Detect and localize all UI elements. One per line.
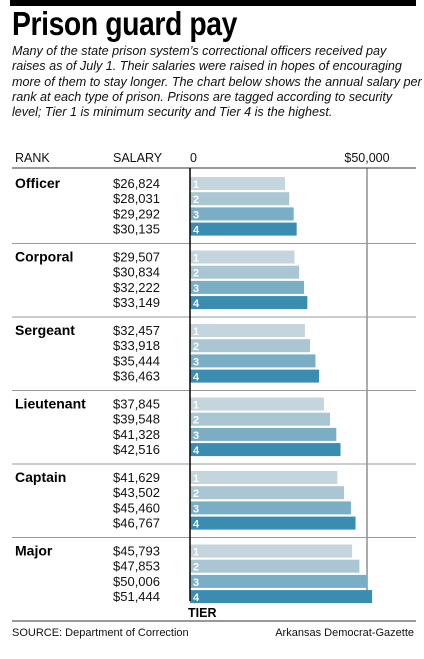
tier-number-label: 4 <box>193 372 200 384</box>
tier-number-label: 1 <box>193 179 199 191</box>
salary-label: $32,457 <box>113 323 160 338</box>
salary-label: $32,222 <box>113 280 160 295</box>
tier-number-label: 3 <box>193 356 199 368</box>
title-rule <box>10 0 416 6</box>
axis-tick-label: $50,000 <box>344 151 389 165</box>
tier-number-label: 3 <box>193 209 199 221</box>
salary-bar <box>190 427 337 441</box>
tier-number-label: 2 <box>193 268 199 280</box>
tier-axis-label: TIER <box>188 606 216 620</box>
salary-bar <box>190 412 330 426</box>
tier-number-label: 2 <box>193 488 199 500</box>
salary-label: $36,463 <box>113 369 160 384</box>
salary-bar <box>190 559 360 573</box>
axis-tick-label: 0 <box>190 151 197 165</box>
salary-bar <box>190 265 300 279</box>
intro-text: Many of the state prison system’s correc… <box>12 44 422 120</box>
salary-bar <box>190 192 290 206</box>
salary-label: $35,444 <box>113 353 160 368</box>
salary-label: $41,629 <box>113 470 160 485</box>
salary-label: $29,292 <box>113 206 160 221</box>
rank-label: Sergeant <box>15 322 75 338</box>
tier-number-label: 2 <box>193 562 199 574</box>
salary-bar <box>190 486 344 500</box>
salary-label: $51,444 <box>113 589 160 604</box>
tier-number-label: 3 <box>193 283 199 295</box>
rank-column-header: RANK <box>15 151 50 165</box>
tier-number-label: 4 <box>193 298 200 310</box>
salary-label: $33,149 <box>113 295 160 310</box>
tier-number-label: 4 <box>193 225 200 237</box>
salary-bar <box>190 354 316 368</box>
salary-label: $37,845 <box>113 397 160 412</box>
salary-bar <box>190 324 305 337</box>
salary-label: $45,460 <box>113 500 160 515</box>
tier-number-label: 1 <box>193 326 199 338</box>
salary-bar <box>190 471 338 484</box>
salary-bar <box>190 369 320 383</box>
tier-number-label: 1 <box>193 253 199 265</box>
tier-number-label: 1 <box>193 400 199 412</box>
tier-number-label: 2 <box>193 415 199 427</box>
salary-label: $29,507 <box>113 250 160 265</box>
salary-bar <box>190 516 356 530</box>
salary-label: $28,031 <box>113 191 160 206</box>
salary-label: $46,767 <box>113 516 160 531</box>
credit-line: Arkansas Democrat-Gazette <box>275 627 414 639</box>
salary-bar <box>190 574 368 588</box>
tier-number-label: 4 <box>193 445 200 457</box>
salary-bar <box>190 501 351 515</box>
tier-number-label: 4 <box>193 519 200 531</box>
salary-bar <box>190 250 295 264</box>
rank-label: Captain <box>15 469 66 485</box>
salary-bar <box>190 339 311 353</box>
rank-label: Lieutenant <box>15 396 86 412</box>
tier-number-label: 1 <box>193 547 199 559</box>
salary-bar <box>190 397 324 411</box>
salary-bar <box>190 207 294 221</box>
salary-label: $43,502 <box>113 485 160 500</box>
salary-bar <box>190 222 297 236</box>
tier-number-label: 3 <box>193 577 199 589</box>
salary-label: $50,006 <box>113 574 160 589</box>
tier-number-label: 2 <box>193 341 199 353</box>
tier-number-label: 3 <box>193 503 199 515</box>
salary-bar <box>190 296 308 310</box>
salary-bar <box>190 443 341 457</box>
rank-label: Corporal <box>15 249 73 265</box>
salary-label: $26,824 <box>113 176 160 191</box>
salary-bar <box>190 590 373 604</box>
chart-title: Prison guard pay <box>12 5 237 42</box>
salary-label: $45,793 <box>113 544 160 559</box>
salary-label: $33,918 <box>113 338 160 353</box>
salary-label: $47,853 <box>113 559 160 574</box>
tier-number-label: 4 <box>193 592 200 604</box>
tier-number-label: 1 <box>193 473 199 485</box>
rank-label: Officer <box>15 175 61 191</box>
rank-label: Major <box>15 543 53 559</box>
salary-label: $41,328 <box>113 427 160 442</box>
salary-bar <box>190 177 285 190</box>
salary-label: $42,516 <box>113 442 160 457</box>
salary-bar <box>190 544 353 558</box>
tier-number-label: 3 <box>193 430 199 442</box>
salary-bar <box>190 280 305 294</box>
tier-number-label: 2 <box>193 194 199 206</box>
salary-label: $39,548 <box>113 412 160 427</box>
source-note: SOURCE: Department of Correction <box>12 627 189 639</box>
salary-label: $30,135 <box>113 222 160 237</box>
salary-column-header: SALARY <box>113 151 163 165</box>
salary-label: $30,834 <box>113 265 160 280</box>
